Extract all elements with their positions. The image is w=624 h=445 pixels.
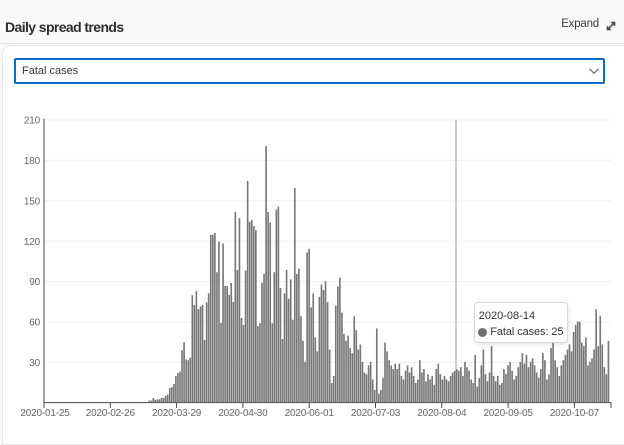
svg-text:90: 90: [29, 277, 40, 288]
svg-text:2020-10-07: 2020-10-07: [550, 408, 600, 419]
svg-text:150: 150: [24, 196, 41, 207]
svg-text:30: 30: [29, 358, 40, 369]
svg-text:120: 120: [24, 237, 41, 248]
svg-text:2020-03-29: 2020-03-29: [152, 408, 202, 419]
svg-text:2020-04-30: 2020-04-30: [218, 408, 268, 419]
svg-text:2020-02-26: 2020-02-26: [86, 408, 136, 419]
svg-text:2020-09-05: 2020-09-05: [484, 408, 534, 419]
svg-text:2020-01-25: 2020-01-25: [20, 408, 70, 419]
svg-text:60: 60: [29, 318, 40, 329]
svg-text:2020-07-03: 2020-07-03: [351, 408, 401, 419]
svg-text:210: 210: [24, 116, 41, 127]
svg-text:2020-06-01: 2020-06-01: [285, 408, 335, 419]
svg-text:2020-08-04: 2020-08-04: [417, 408, 467, 419]
svg-text:180: 180: [24, 156, 41, 167]
